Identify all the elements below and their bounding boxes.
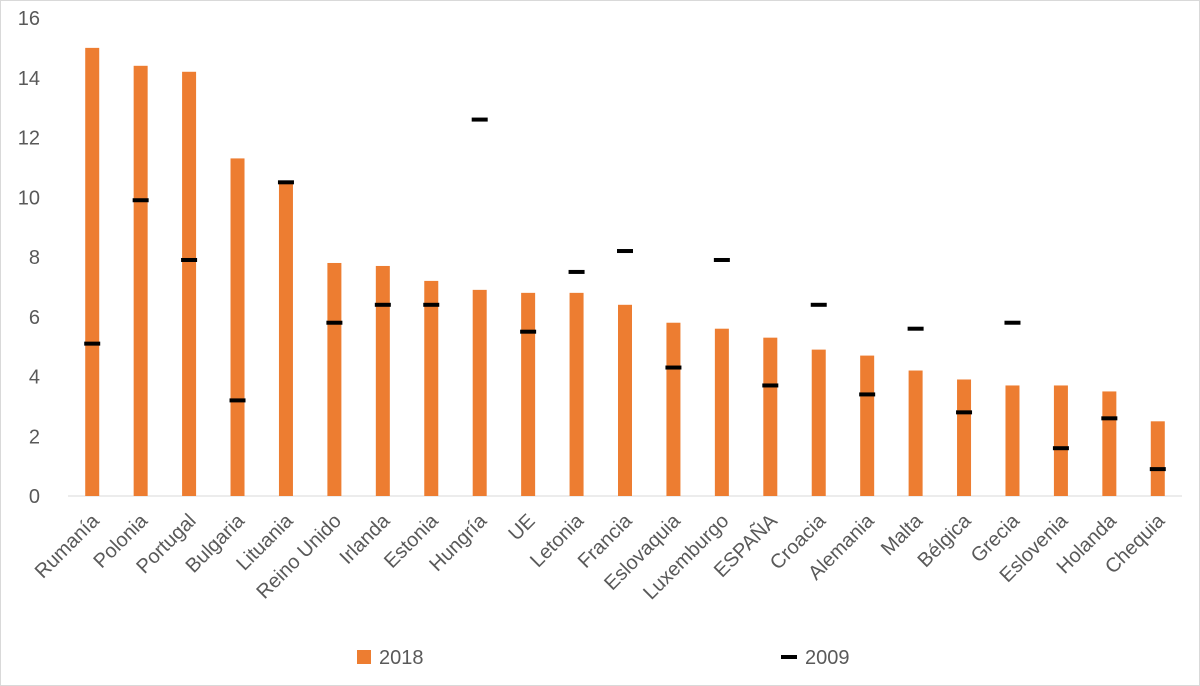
bar-2018 <box>327 262 342 496</box>
marker-2009 <box>181 257 198 262</box>
marker-2009 <box>907 326 924 331</box>
y-tick-label: 8 <box>29 247 40 269</box>
y-tick-label: 6 <box>29 307 40 329</box>
marker-2009 <box>1149 467 1166 472</box>
bar-2018 <box>472 289 487 496</box>
marker-2009 <box>1101 416 1118 421</box>
legend-swatch-2018 <box>357 650 371 664</box>
bar-2018 <box>85 47 100 496</box>
legend-label-2009: 2009 <box>805 647 850 669</box>
bars-2018 <box>85 47 1165 497</box>
bar-2018 <box>860 355 875 496</box>
marker-2009 <box>617 249 633 254</box>
x-tick-label: UE <box>504 510 539 545</box>
x-tick-label: Bélgica <box>914 509 977 572</box>
y-tick-label: 2 <box>29 426 40 448</box>
y-tick-label: 0 <box>29 486 40 508</box>
marker-2009 <box>859 392 876 397</box>
marker-2009 <box>374 302 391 307</box>
bar-2018 <box>714 328 729 496</box>
y-axis: 0 2 4 6 8 10 12 14 16 <box>18 8 40 508</box>
marker-2009 <box>326 320 343 325</box>
x-axis-labels: RumaníaPoloniaPortugalBulgariaLituaniaRe… <box>31 508 1170 604</box>
bar-2018 <box>908 370 923 496</box>
legend-swatch-2009 <box>781 655 797 659</box>
marker-2009 <box>810 302 827 307</box>
bar-2018 <box>521 292 536 496</box>
bar-2018 <box>1102 391 1117 496</box>
y-tick-label: 10 <box>18 187 40 209</box>
marker-2009 <box>956 410 973 415</box>
y-tick-label: 12 <box>18 128 40 150</box>
bar-2018 <box>763 337 778 496</box>
bar-2018 <box>811 349 826 496</box>
bar-2018 <box>569 292 584 496</box>
marker-2009 <box>568 269 585 274</box>
y-tick-label: 14 <box>18 68 40 90</box>
bar-2018 <box>1005 385 1020 496</box>
marker-2009 <box>423 302 440 307</box>
marker-2009 <box>84 341 101 346</box>
marker-2009 <box>520 329 537 334</box>
bar-2018 <box>618 304 632 496</box>
legend: 2018 2009 <box>357 647 850 669</box>
marker-2009 <box>713 257 730 262</box>
bar-2018 <box>957 379 972 496</box>
marker-2009 <box>1004 320 1021 325</box>
y-tick-label: 4 <box>29 367 40 389</box>
x-tick-label: Rumanía <box>31 509 105 583</box>
marker-2009 <box>1052 446 1069 451</box>
bar-2018 <box>230 158 245 496</box>
bar-2018 <box>1053 385 1068 496</box>
bar-2018 <box>1150 421 1165 496</box>
marker-2009 <box>132 198 149 203</box>
bar-2018 <box>666 322 681 496</box>
marker-2009 <box>229 398 246 403</box>
bar-2018 <box>133 65 148 497</box>
bar-2018 <box>278 182 293 496</box>
marker-2009 <box>277 180 294 185</box>
marker-2009 <box>471 117 488 122</box>
bar-2018 <box>182 71 197 497</box>
y-tick-label: 16 <box>18 8 40 30</box>
marker-2009 <box>665 365 682 370</box>
bar-2018 <box>375 265 390 496</box>
legend-label-2018: 2018 <box>379 647 424 669</box>
marker-2009 <box>762 383 779 388</box>
markers-2009 <box>84 117 1166 472</box>
bar-2018 <box>424 280 439 496</box>
